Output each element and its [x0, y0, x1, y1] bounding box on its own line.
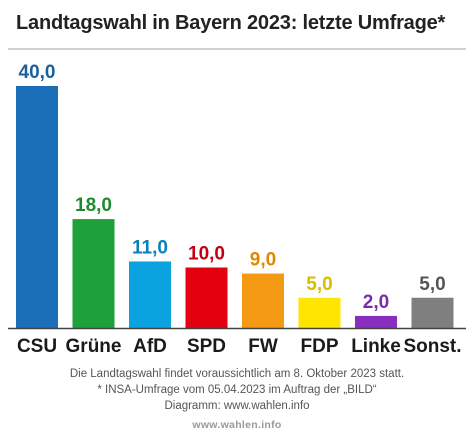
- value-label-afd: 11,0: [132, 237, 168, 258]
- category-label-afd: AfD: [133, 336, 167, 357]
- bar-linke: [355, 315, 397, 328]
- value-label-csu: 40,0: [19, 62, 56, 83]
- title-divider: [8, 48, 466, 50]
- category-label-fdp: FDP: [301, 336, 339, 357]
- bar-sonst: [411, 297, 454, 328]
- category-label-csu: CSU: [17, 336, 57, 357]
- bar-chart: 40,0 CSU 18,0 Grüne 11,0 AfD 10,0 SPD 9,0 FW 5,0 FD…: [8, 62, 466, 357]
- category-label-spd: SPD: [187, 336, 226, 357]
- bar-grüne: [72, 219, 115, 328]
- source-watermark: www.wahlen.info: [192, 419, 282, 431]
- value-label-fw: 9,0: [250, 250, 276, 271]
- value-label-fdp: 5,0: [306, 274, 332, 295]
- value-label-sonst: 5,0: [419, 274, 445, 295]
- bar-fdp: [298, 297, 341, 328]
- footer-note-credit: Diagramm: www.wahlen.info: [164, 400, 310, 412]
- bar-spd: [185, 267, 228, 328]
- value-label-linke: 2,0: [363, 292, 389, 313]
- value-label-grüne: 18,0: [75, 195, 112, 216]
- bar-fw: [242, 273, 284, 328]
- value-label-spd: 10,0: [188, 244, 225, 265]
- bar-csu: [16, 86, 58, 328]
- category-label-fw: FW: [248, 336, 278, 357]
- category-label-linke: Linke: [351, 336, 401, 357]
- category-label-grüne: Grüne: [66, 336, 122, 357]
- chart-title: Landtagswahl in Bayern 2023: letzte Umfr…: [16, 12, 446, 34]
- footer-note-date: Die Landtagswahl findet voraussichtlich …: [69, 368, 405, 380]
- footer-note-source: * INSA-Umfrage vom 05.04.2023 im Auftrag…: [97, 384, 377, 396]
- category-label-sonst: Sonst.: [403, 336, 461, 357]
- bar-afd: [129, 261, 171, 328]
